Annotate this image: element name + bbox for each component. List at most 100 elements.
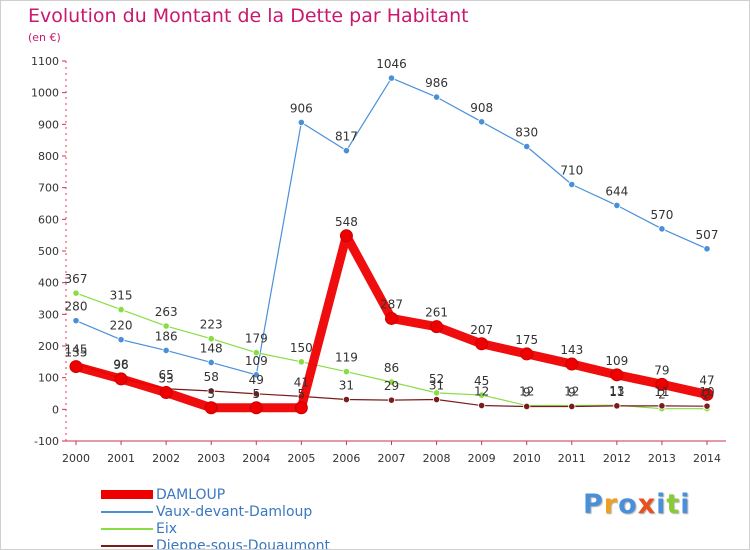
data-label: 830 — [515, 126, 538, 140]
y-tick-label: -100 — [34, 435, 59, 448]
legend-swatch — [101, 528, 153, 530]
x-tick-label: 2013 — [648, 452, 676, 465]
data-label: 150 — [290, 341, 313, 355]
data-label: 710 — [560, 164, 583, 178]
y-tick-label: 700 — [38, 182, 59, 195]
data-label: 280 — [65, 300, 88, 314]
x-tick-label: 2008 — [423, 452, 451, 465]
legend-swatch — [101, 490, 153, 499]
y-tick-label: 500 — [38, 245, 59, 258]
data-label: 5 — [252, 387, 260, 401]
data-label: 41 — [294, 375, 309, 389]
data-label: 13 — [609, 384, 624, 398]
data-point — [523, 142, 531, 151]
data-point — [523, 402, 531, 411]
data-point — [252, 349, 260, 357]
x-tick-label: 2011 — [558, 452, 586, 465]
data-point — [387, 396, 396, 404]
x-tick-label: 2003 — [197, 452, 225, 465]
x-tick-label: 2007 — [378, 452, 406, 465]
legend-swatch — [101, 545, 153, 547]
x-tick-label: 2001 — [107, 452, 135, 465]
x-tick-label: 2012 — [603, 452, 631, 465]
data-point — [72, 289, 80, 297]
data-point — [117, 305, 125, 314]
proxiti-logo: Proxiti — [583, 489, 691, 520]
x-tick-label: 2004 — [242, 452, 270, 465]
data-label: 79 — [654, 363, 669, 377]
data-label: 9 — [568, 385, 576, 399]
data-label: 98 — [113, 357, 128, 371]
legend-label: Vaux-devant-Damloup — [156, 504, 313, 520]
data-point — [342, 395, 351, 404]
data-point — [565, 357, 579, 371]
x-tick-label: 2014 — [693, 452, 721, 465]
data-point — [114, 372, 128, 386]
data-label: 47 — [699, 373, 714, 387]
y-tick-label: 800 — [38, 150, 59, 163]
data-point — [432, 93, 441, 101]
data-point — [207, 387, 215, 395]
x-tick-label: 2000 — [62, 452, 90, 465]
data-label: 9 — [523, 385, 531, 399]
data-label: 96 — [113, 358, 128, 372]
data-point — [478, 391, 486, 399]
data-label: 2 — [658, 388, 666, 402]
y-tick-label: 300 — [38, 308, 59, 321]
data-point — [297, 118, 305, 127]
data-label: 86 — [384, 361, 399, 375]
data-label: 143 — [560, 343, 583, 357]
data-point — [339, 229, 353, 243]
data-label: 12 — [564, 385, 579, 399]
data-label: 261 — [425, 306, 448, 320]
data-label: 148 — [200, 341, 223, 355]
data-label: 263 — [155, 305, 178, 319]
data-label: 548 — [335, 215, 358, 229]
y-tick-label: 100 — [38, 372, 59, 385]
data-point — [207, 335, 215, 343]
data-label: 29 — [384, 379, 399, 393]
data-label: 53 — [159, 372, 174, 386]
data-label: 65 — [159, 368, 174, 382]
data-point — [703, 245, 711, 253]
y-tick-label: 400 — [38, 277, 59, 290]
data-point — [658, 402, 666, 410]
data-label: 5 — [207, 387, 215, 401]
data-point — [655, 377, 669, 391]
data-label: 367 — [65, 272, 88, 286]
data-label: 908 — [470, 101, 493, 115]
data-point — [249, 401, 263, 415]
data-point — [568, 180, 576, 189]
data-point — [613, 402, 621, 410]
y-tick-label: 600 — [38, 213, 59, 226]
data-label: 52 — [429, 372, 444, 386]
data-point — [658, 225, 666, 233]
data-label: 31 — [339, 379, 354, 393]
data-point — [700, 387, 714, 401]
data-point — [342, 147, 351, 155]
data-label: 507 — [696, 228, 719, 242]
x-tick-label: 2009 — [468, 452, 496, 465]
data-point — [613, 201, 621, 209]
data-point — [342, 368, 351, 376]
legend-swatch — [101, 511, 153, 513]
chart-title: Evolution du Montant de la Dette par Hab… — [28, 5, 469, 27]
data-point — [610, 368, 624, 382]
data-label: 570 — [650, 208, 673, 222]
data-label: 223 — [200, 318, 223, 332]
data-point — [430, 320, 444, 334]
data-point — [207, 358, 215, 367]
y-tick-label: 0 — [52, 403, 59, 416]
data-point — [387, 74, 396, 82]
data-label: 45 — [474, 374, 489, 388]
x-tick-label: 2006 — [332, 452, 360, 465]
data-label: 207 — [470, 323, 493, 337]
data-label: 49 — [249, 373, 264, 387]
data-point — [294, 401, 308, 415]
y-tick-label: 1000 — [31, 87, 59, 100]
data-point — [297, 358, 305, 366]
x-tick-label: 2002 — [152, 452, 180, 465]
data-point — [475, 337, 489, 351]
